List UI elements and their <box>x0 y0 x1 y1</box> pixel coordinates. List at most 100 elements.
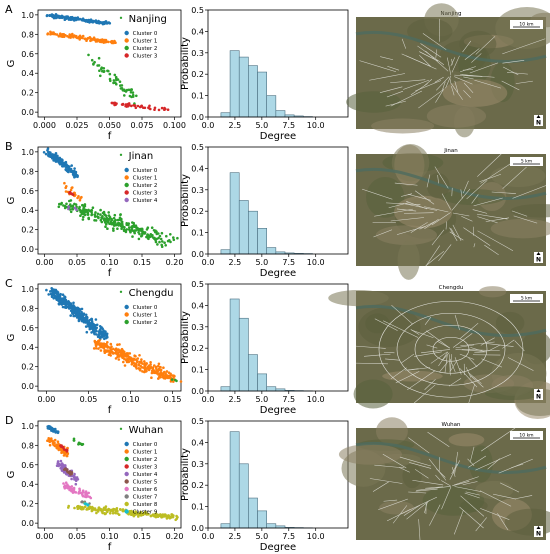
scatter-point <box>123 364 127 367</box>
scatter-point <box>67 205 70 208</box>
scatter-xtick-label: 0.05 <box>80 395 98 404</box>
scatter-point <box>105 344 109 347</box>
scatter-point <box>45 14 49 17</box>
scatter-point <box>86 36 90 40</box>
scatter-point <box>131 95 135 98</box>
map-road <box>479 490 512 507</box>
scatter-point <box>62 471 66 474</box>
map-road <box>497 513 509 531</box>
map-road <box>491 191 516 194</box>
map-terrain <box>366 176 405 218</box>
map-road <box>451 188 471 211</box>
scatter-point <box>105 332 109 336</box>
legend-label: Cluster 2 <box>133 183 158 189</box>
scatter-point <box>94 347 98 350</box>
scatter-point <box>163 241 166 244</box>
scatter-point <box>163 108 166 111</box>
map-terrain <box>426 104 487 128</box>
scatter-point <box>154 229 157 232</box>
scatter-point <box>85 39 88 42</box>
scatter-point <box>107 40 110 44</box>
scatter-point <box>71 170 74 173</box>
map-road <box>441 486 452 510</box>
scatter-point <box>61 446 65 449</box>
scatter-point <box>135 367 138 370</box>
map-road <box>374 464 405 469</box>
map-panel-D: Wuhan 10 km N <box>338 417 550 541</box>
histogram-bar <box>238 200 249 255</box>
scatter-point <box>80 443 84 447</box>
map-road <box>411 329 434 339</box>
scatter-point <box>56 160 60 163</box>
map-road <box>437 341 450 349</box>
map-road <box>374 208 413 217</box>
scatter-point <box>73 475 76 478</box>
scatter-point <box>64 190 68 193</box>
map-north-label: N <box>536 394 541 401</box>
map-terrain <box>382 370 443 382</box>
map-road <box>420 43 442 58</box>
scatter-point <box>54 14 58 17</box>
scatter-point <box>83 505 87 509</box>
histogram-xtick-label: 0.0 <box>202 395 215 404</box>
scatter-point <box>65 202 68 206</box>
histogram-xtick-label: 7.5 <box>282 258 295 267</box>
scatter-point <box>116 227 119 230</box>
scatter-point <box>74 35 78 39</box>
scatter-point <box>121 223 124 227</box>
scatter-point <box>114 347 118 351</box>
map-road <box>408 491 427 494</box>
scatter-point <box>125 88 129 92</box>
map-road <box>460 495 485 517</box>
scatter-point <box>90 320 94 323</box>
scatter-xtick-label: 0.000 <box>33 121 56 130</box>
map-road <box>425 50 449 72</box>
map-road <box>390 367 407 380</box>
scatter-point <box>148 104 151 108</box>
legend-marker <box>124 45 129 51</box>
scatter-ytick-label: 0.4 <box>21 69 34 78</box>
scatter-point <box>75 308 78 312</box>
histogram-bar <box>238 56 249 118</box>
scatter-point <box>102 335 106 338</box>
scatter-point <box>94 343 98 346</box>
map-road <box>473 197 503 207</box>
scatter-xtick-label: 0.00 <box>36 258 54 267</box>
scatter-point <box>83 317 86 320</box>
scatter-point <box>98 20 101 24</box>
map-road <box>386 90 404 98</box>
scatter-axes-frame <box>37 283 182 392</box>
map-road <box>454 76 473 85</box>
scatter-xtick-label: 0.00 <box>36 532 54 541</box>
map-road <box>488 344 501 352</box>
map-terrain <box>490 218 550 239</box>
map-road <box>441 81 446 91</box>
legend-city: Nanjing <box>129 14 167 25</box>
scatter-point <box>104 330 107 333</box>
map-road <box>401 193 413 197</box>
scatter-point <box>56 157 59 161</box>
north-arrow-icon <box>536 389 541 392</box>
scatter-point <box>101 215 104 218</box>
map-road <box>507 357 534 371</box>
map-terrain <box>407 18 453 45</box>
map-road <box>451 463 458 475</box>
scatter-point <box>117 513 121 516</box>
map-road <box>403 79 430 90</box>
scatter-point <box>53 438 57 442</box>
map-road <box>454 314 460 331</box>
map-road <box>435 474 441 481</box>
scatter-point <box>95 511 98 515</box>
scatter-point <box>129 88 132 92</box>
scatter-xtick-label: 0.15 <box>164 395 182 404</box>
scatter-point <box>74 311 77 314</box>
histogram-xtick-label: 0.0 <box>202 258 215 267</box>
scatter-points <box>45 13 170 112</box>
scatter-point <box>93 213 97 216</box>
scatter-point <box>101 69 104 73</box>
scatter-point <box>144 511 147 514</box>
map-road <box>390 217 425 222</box>
map-road <box>407 370 436 391</box>
scatter-point <box>109 348 112 351</box>
